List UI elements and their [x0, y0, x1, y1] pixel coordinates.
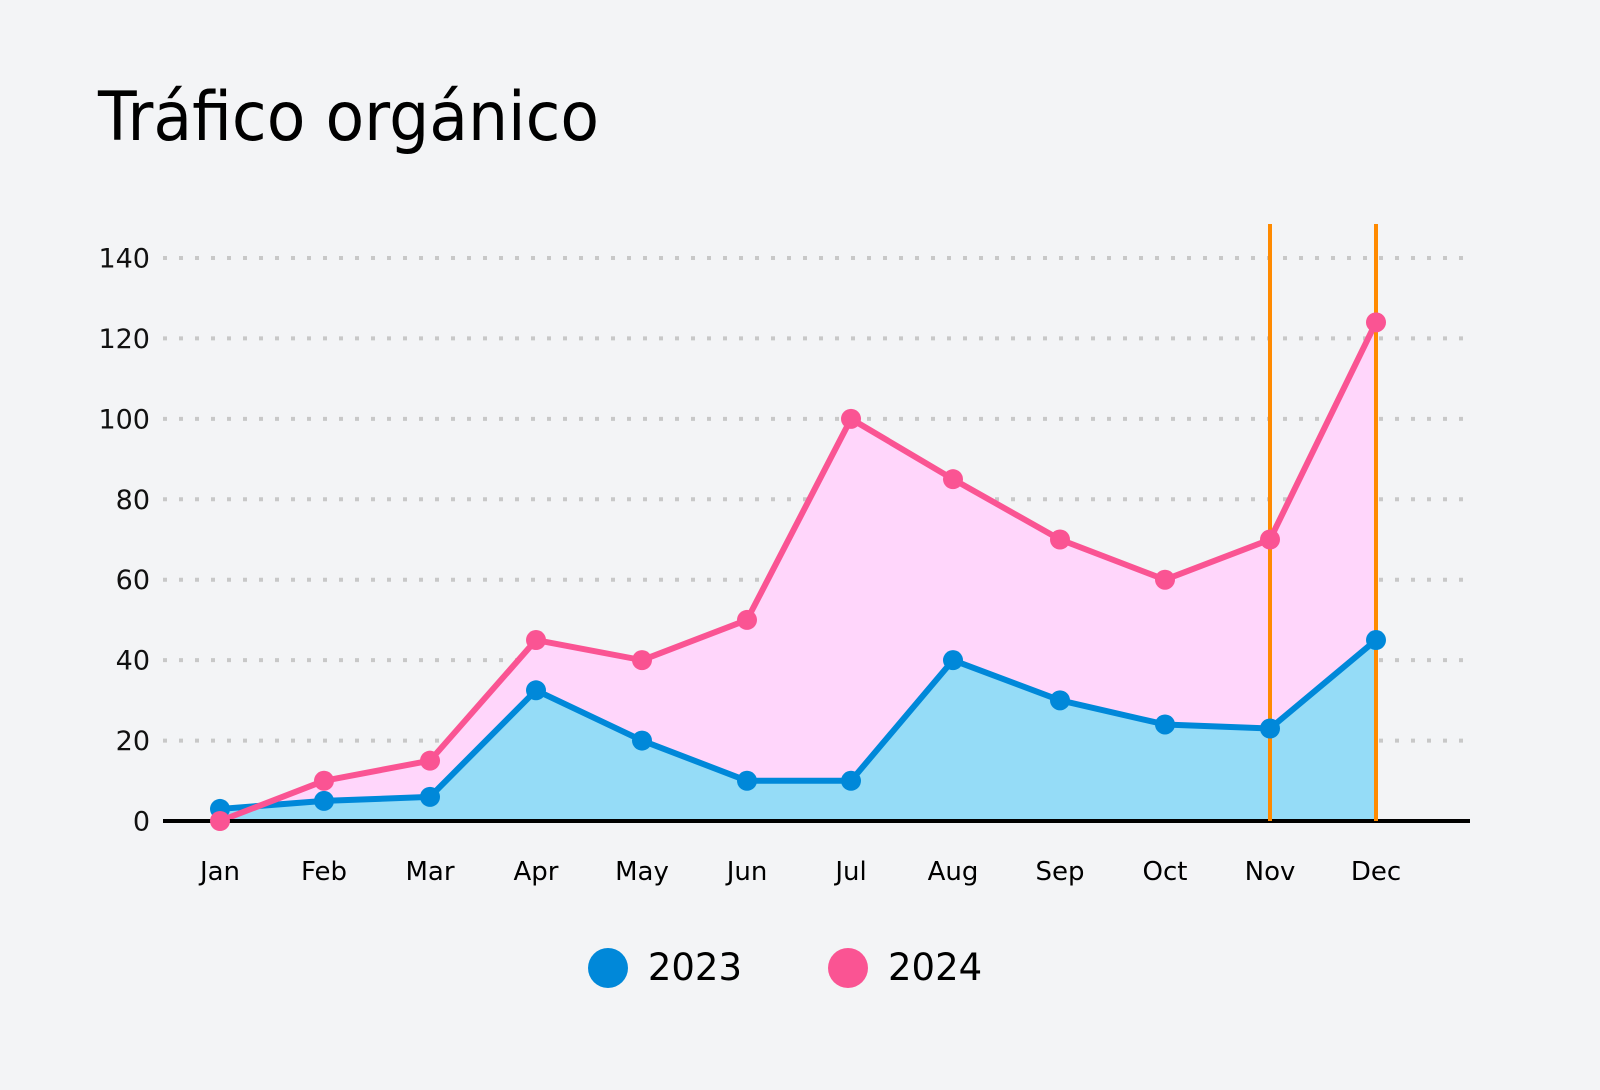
legend-dot-icon	[828, 947, 868, 988]
point-2024-Aug[interactable]	[943, 469, 963, 490]
point-2023-Nov[interactable]	[1260, 718, 1280, 739]
x-tick-label: Feb	[301, 857, 347, 887]
legend-dot-icon	[587, 947, 628, 988]
series-areas	[220, 322, 1376, 821]
x-tick-label: Jan	[198, 857, 240, 887]
point-2024-Jun[interactable]	[737, 609, 757, 630]
point-2023-Mar[interactable]	[420, 786, 440, 807]
x-tick-label: Mar	[405, 857, 454, 887]
x-tick-label: Nov	[1245, 857, 1296, 887]
point-2023-Oct[interactable]	[1155, 714, 1175, 735]
point-2023-Dec[interactable]	[1366, 630, 1386, 651]
point-2024-Apr[interactable]	[526, 630, 546, 651]
area-2024	[220, 322, 1376, 821]
point-2024-Feb[interactable]	[314, 770, 334, 791]
x-tick-label: Aug	[928, 857, 979, 887]
point-2024-Nov[interactable]	[1260, 529, 1280, 550]
y-tick-label: 40	[116, 646, 150, 677]
y-tick-label: 60	[116, 565, 150, 596]
legend-item-2024[interactable]: 2024	[828, 946, 982, 989]
x-tick-label: Dec	[1351, 857, 1401, 887]
x-tick-label: May	[615, 857, 669, 887]
point-2023-Sep[interactable]	[1050, 690, 1070, 711]
point-2024-Jul[interactable]	[841, 408, 861, 429]
x-tick-label: Jun	[725, 857, 768, 887]
point-2024-Jan[interactable]	[210, 811, 230, 831]
y-tick-label: 100	[98, 404, 150, 435]
point-2024-Dec[interactable]	[1366, 312, 1386, 333]
point-2023-Jul[interactable]	[841, 770, 861, 791]
point-2023-May[interactable]	[632, 730, 652, 751]
point-2024-May[interactable]	[632, 650, 652, 671]
series-points	[210, 312, 1386, 831]
legend: 2023 2024	[0, 946, 1585, 989]
y-tick-label: 120	[98, 324, 150, 355]
series-lines	[218, 321, 1379, 824]
y-axis-ticks: 0 20 40 60 80 100 120 140	[98, 244, 150, 838]
x-tick-label: Jul	[833, 857, 866, 887]
legend-label: 2023	[647, 946, 742, 989]
legend-item-2023[interactable]: 2023	[587, 946, 742, 989]
point-2023-Jun[interactable]	[737, 770, 757, 791]
y-tick-label: 0	[133, 807, 150, 838]
point-2024-Sep[interactable]	[1050, 529, 1070, 550]
point-2023-Apr[interactable]	[526, 680, 546, 701]
line-2023	[219, 637, 1378, 812]
point-2024-Mar[interactable]	[420, 750, 440, 771]
legend-label: 2024	[888, 946, 983, 989]
line-2024	[218, 321, 1379, 824]
x-tick-label: Apr	[514, 857, 559, 887]
point-2023-Feb[interactable]	[314, 790, 334, 811]
area-2023	[220, 640, 1376, 821]
point-2024-Oct[interactable]	[1155, 569, 1175, 590]
point-2023-Aug[interactable]	[943, 650, 963, 671]
chart-title: Tráfico orgánico	[98, 78, 600, 157]
x-tick-label: Sep	[1035, 857, 1084, 887]
x-tick-label: Oct	[1143, 857, 1188, 887]
x-axis-ticks: Jan Feb Mar Apr May Jun Jul Aug Sep Oct Nov Dec	[198, 857, 1401, 887]
y-tick-label: 80	[116, 485, 150, 516]
y-tick-label: 20	[116, 726, 150, 757]
y-tick-label: 140	[98, 244, 150, 275]
